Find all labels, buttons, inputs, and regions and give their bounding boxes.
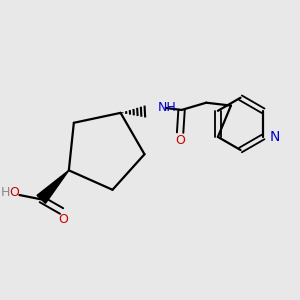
- Polygon shape: [37, 170, 69, 203]
- Text: N: N: [270, 130, 280, 144]
- Text: O: O: [58, 213, 68, 226]
- Text: NH: NH: [158, 101, 176, 114]
- Text: O: O: [9, 186, 19, 199]
- Text: O: O: [175, 134, 185, 147]
- Text: H: H: [1, 186, 10, 199]
